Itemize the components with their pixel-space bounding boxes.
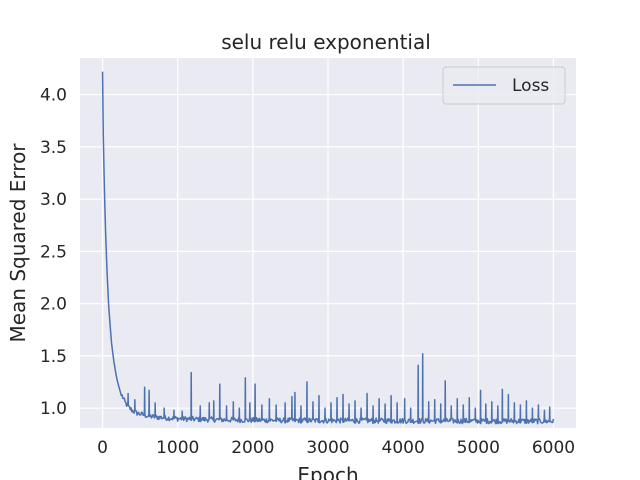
y-tick-labels: 1.0 1.5 2.0 2.5 3.0 3.5 4.0 (40, 86, 67, 420)
x-axis-label: Epoch (297, 463, 358, 480)
y-tick-label: 4.0 (40, 86, 67, 106)
x-tick-label: 6000 (532, 438, 575, 458)
y-tick-label: 1.5 (40, 347, 67, 367)
legend-label-loss: Loss (512, 76, 549, 96)
legend: Loss (442, 66, 566, 105)
grid-lines (80, 58, 576, 428)
y-tick-label: 1.0 (40, 399, 67, 419)
x-tick-label: 4000 (382, 438, 425, 458)
legend-box (442, 66, 566, 105)
x-tick-label: 0 (97, 438, 108, 458)
chart-title: selu relu exponential (221, 30, 431, 54)
x-tick-label: 5000 (457, 438, 500, 458)
y-axis-label: Mean Squared Error (6, 143, 30, 343)
series-layer (101, 71, 555, 425)
x-tick-label: 3000 (306, 438, 349, 458)
x-tick-label: 1000 (156, 438, 199, 458)
y-tick-label: 3.5 (40, 138, 67, 158)
y-tick-label: 3.0 (40, 190, 67, 210)
series-line-loss (101, 71, 555, 425)
x-tick-label: 2000 (231, 438, 274, 458)
y-tick-label: 2.5 (40, 242, 67, 262)
x-tick-labels: 0 1000 2000 3000 4000 5000 6000 (97, 438, 575, 458)
y-tick-label: 2.0 (40, 295, 67, 315)
